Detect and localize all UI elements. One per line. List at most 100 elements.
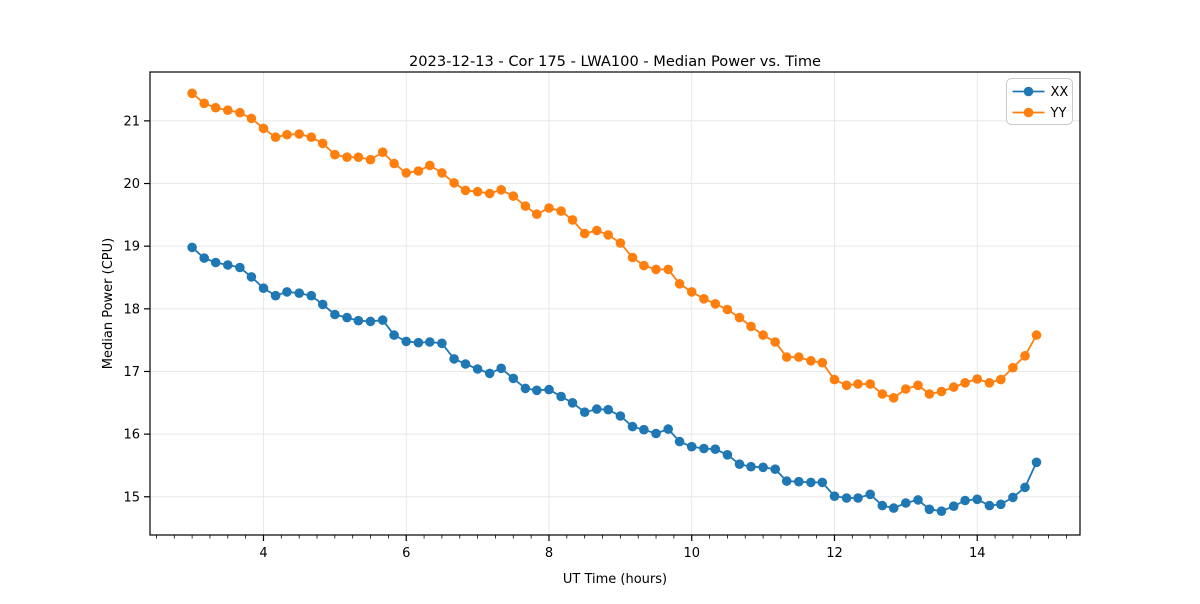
series-xx-marker [722, 450, 733, 460]
series-yy-marker [794, 352, 804, 362]
series-yy-marker [484, 188, 495, 199]
series-xx-marker [377, 315, 388, 325]
tick-layer: 4 6 8 10 12 14 15 16 17 18 19 20 21 [123, 114, 1067, 561]
series-xx-marker [199, 253, 209, 263]
series-yy-marker [853, 379, 863, 389]
series-xx-marker [556, 391, 566, 402]
series-yy-marker [627, 252, 638, 263]
plot-frame [149, 71, 1081, 536]
series-xx-marker [984, 500, 995, 511]
series-xx-marker [1020, 482, 1030, 493]
series-xx-marker [888, 503, 899, 513]
series-yy-marker [437, 168, 447, 178]
series-xx-marker [699, 443, 709, 454]
series-xx-marker [317, 299, 328, 310]
x-axis-label: UT Time (hours) [563, 572, 667, 587]
series-yy-marker [924, 389, 935, 399]
series-yy-marker [520, 201, 531, 211]
series-xx-marker [960, 495, 970, 506]
series-xx-marker [282, 287, 292, 297]
series-yy-marker [187, 88, 197, 99]
series-xx-marker [829, 491, 840, 502]
y-tick-label: 15 [123, 490, 140, 505]
series-xx-marker [496, 363, 507, 374]
series-yy-marker [567, 215, 578, 225]
series-xx-marker [365, 316, 376, 327]
series-yy-marker [544, 203, 554, 213]
series-yy-marker [674, 279, 685, 289]
series-yy-marker [841, 380, 852, 391]
y-tick-label: 21 [123, 114, 140, 129]
series-xx-marker [901, 498, 911, 508]
series-xx-marker [734, 459, 745, 470]
series-xx-marker [258, 283, 269, 294]
series-yy-marker [1008, 362, 1018, 373]
series-yy-marker [294, 129, 305, 139]
series-xx-marker [1031, 457, 1042, 468]
series-yy-line [191, 92, 1038, 399]
series-xx-marker [603, 404, 613, 415]
series-xx-marker [579, 407, 590, 418]
grid-layer [150, 72, 1080, 535]
series-xx-marker [806, 477, 816, 488]
series-xx-marker [437, 338, 447, 349]
series-yy-marker [936, 386, 947, 397]
series-xx-marker [948, 501, 959, 512]
series-yy-marker [651, 264, 661, 275]
series-yy-marker [758, 330, 768, 340]
series-yy-marker [306, 132, 317, 142]
series-yy-marker [270, 132, 281, 142]
series-yy-marker [210, 102, 221, 113]
series-yy-marker [699, 294, 709, 304]
series-xx-marker [460, 359, 471, 369]
series-xx-marker [223, 260, 233, 270]
legend-label-xx: XX [1051, 85, 1069, 100]
series-xx-marker [996, 499, 1006, 510]
series-yy-marker [592, 225, 602, 236]
chart-title: 2023-12-13 - Cor 175 - LWA100 - Median P… [409, 53, 821, 70]
series-xx-marker [567, 398, 578, 408]
series-yy-marker [806, 356, 816, 366]
series-xx-marker [924, 504, 935, 515]
series-yy-marker [686, 287, 697, 297]
series-xx-marker [746, 461, 756, 472]
series-yy-marker [781, 352, 792, 362]
series-xx-marker [270, 290, 281, 301]
series-yy-marker [235, 107, 245, 118]
series-xx-marker [508, 373, 519, 384]
series-yy-marker [603, 230, 613, 240]
x-tick-label: 4 [259, 546, 267, 561]
series-xx-marker [674, 436, 685, 447]
x-tick-label: 8 [545, 546, 553, 561]
series-yy-marker [829, 374, 840, 385]
x-tick-label: 12 [826, 546, 843, 561]
series-xx-marker [342, 312, 352, 323]
x-tick-label: 10 [683, 546, 700, 561]
series-xx-marker [781, 476, 792, 486]
series-yy-marker [710, 299, 721, 309]
series-yy-marker [496, 185, 507, 195]
series-xx-marker [449, 354, 459, 364]
series-xx-marker [877, 500, 888, 511]
series-xx-marker [817, 477, 828, 488]
series-yy-marker [508, 191, 519, 201]
series-xx-marker [913, 495, 923, 505]
series-yy-marker [365, 154, 376, 165]
series-xx-marker [1008, 492, 1018, 503]
series-xx-marker [686, 441, 697, 452]
x-tick-label: 6 [402, 546, 410, 561]
series-xx-marker [663, 424, 673, 434]
series-yy-marker [413, 166, 424, 176]
series-xx-marker [710, 444, 721, 455]
series-xx-marker [758, 462, 768, 473]
series-yy-marker [223, 105, 233, 115]
series-yy-marker [246, 113, 257, 124]
series-xx-marker [592, 404, 602, 414]
series-yy-marker [353, 152, 364, 162]
series-xx-marker [853, 493, 863, 503]
series-xx-marker [306, 290, 317, 301]
series-yy-marker [770, 337, 780, 347]
series-xx-marker [235, 262, 245, 273]
series-yy-marker [389, 158, 399, 169]
